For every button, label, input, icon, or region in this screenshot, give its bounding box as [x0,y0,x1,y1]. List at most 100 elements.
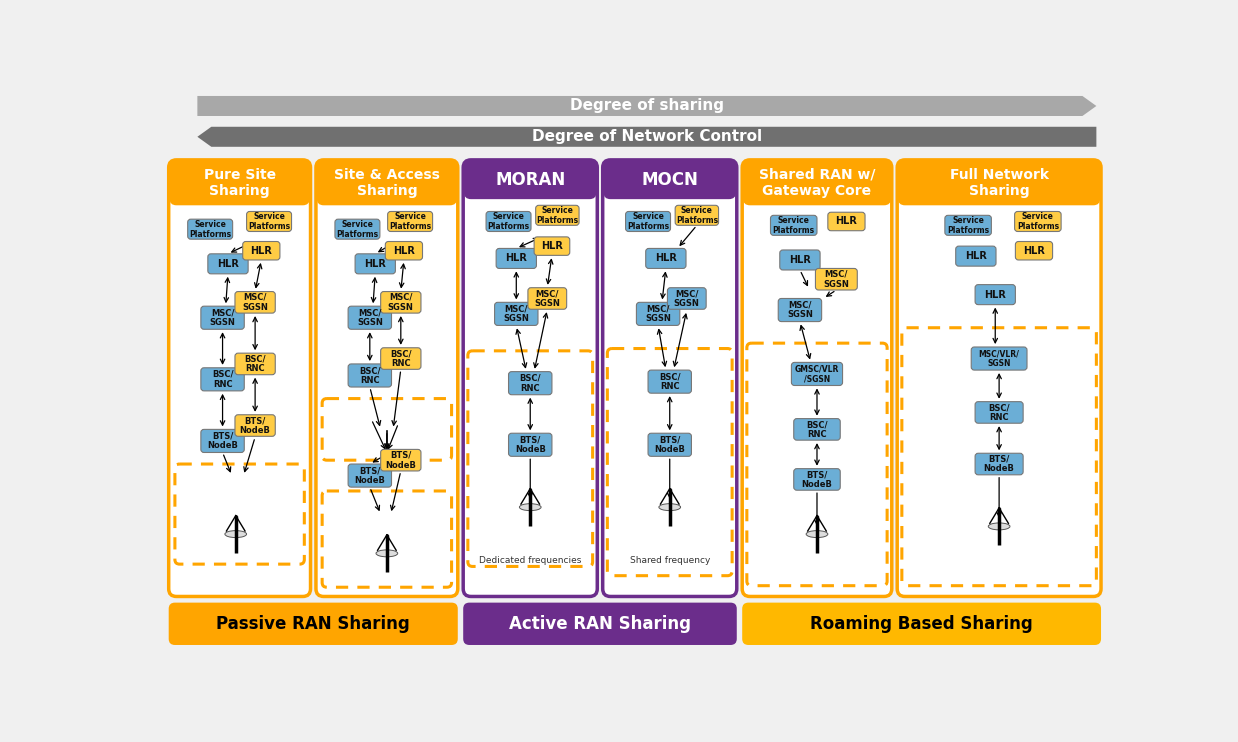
Text: Service
Platforms: Service Platforms [626,212,669,231]
Text: Service
Platforms: Service Platforms [773,216,815,234]
Text: BSC/
RNC: BSC/ RNC [359,366,380,385]
Text: BSC/
RNC: BSC/ RNC [244,355,266,373]
FancyBboxPatch shape [976,401,1023,423]
Text: Shared RAN w/
Gateway Core: Shared RAN w/ Gateway Core [759,168,875,198]
FancyBboxPatch shape [235,292,275,313]
Ellipse shape [376,550,397,556]
FancyBboxPatch shape [243,241,280,260]
Text: HLR: HLR [836,217,858,226]
FancyBboxPatch shape [945,215,992,235]
FancyBboxPatch shape [463,160,597,597]
Text: BSC/
RNC: BSC/ RNC [806,420,828,439]
FancyBboxPatch shape [647,433,692,456]
FancyBboxPatch shape [527,288,567,309]
Text: BSC/
RNC: BSC/ RNC [520,374,541,393]
FancyBboxPatch shape [976,285,1015,305]
Text: BTS/
NodeB: BTS/ NodeB [354,466,385,485]
FancyBboxPatch shape [816,269,857,290]
FancyBboxPatch shape [208,254,248,274]
FancyBboxPatch shape [201,368,244,391]
Text: MSC/
SGSN: MSC/ SGSN [673,289,699,308]
FancyBboxPatch shape [647,370,692,393]
FancyBboxPatch shape [603,161,737,199]
Text: Active RAN Sharing: Active RAN Sharing [509,615,691,633]
FancyBboxPatch shape [201,306,244,329]
FancyBboxPatch shape [188,219,233,239]
Text: HLR: HLR [1023,246,1045,256]
Text: Passive RAN Sharing: Passive RAN Sharing [217,615,410,633]
FancyBboxPatch shape [168,160,311,597]
FancyBboxPatch shape [246,211,291,232]
FancyBboxPatch shape [898,160,1101,597]
Text: HLR: HLR [392,246,415,256]
Text: MORAN: MORAN [495,171,566,189]
FancyBboxPatch shape [625,211,671,232]
Text: BTS/
NodeB: BTS/ NodeB [515,436,546,454]
Text: HLR: HLR [541,241,563,251]
FancyBboxPatch shape [1015,211,1061,232]
Text: Service
Platforms: Service Platforms [488,212,530,231]
Text: Service
Platforms: Service Platforms [389,212,431,231]
FancyBboxPatch shape [794,418,841,440]
Text: MSC/
SGSN: MSC/ SGSN [243,293,269,312]
Text: MOCN: MOCN [641,171,698,189]
Ellipse shape [520,504,541,510]
Ellipse shape [225,531,246,537]
FancyBboxPatch shape [828,212,865,231]
FancyBboxPatch shape [1015,241,1052,260]
FancyBboxPatch shape [636,302,680,326]
FancyBboxPatch shape [794,469,841,490]
FancyBboxPatch shape [898,161,1101,206]
Text: Shared frequency: Shared frequency [630,556,709,565]
Text: Service
Platforms: Service Platforms [189,220,232,238]
Text: BSC/
RNC: BSC/ RNC [390,349,411,368]
FancyBboxPatch shape [168,603,458,645]
Text: MSC/
SGSN: MSC/ SGSN [357,309,383,327]
FancyBboxPatch shape [791,362,843,386]
Text: BTS/
NodeB: BTS/ NodeB [984,455,1015,473]
FancyBboxPatch shape [355,254,395,274]
Text: BTS/
NodeB: BTS/ NodeB [655,436,685,454]
FancyBboxPatch shape [235,353,275,375]
Text: MSC/
SGSN: MSC/ SGSN [645,304,671,324]
Text: HLR: HLR [789,255,811,265]
Text: BSC/
RNC: BSC/ RNC [212,370,233,389]
FancyBboxPatch shape [976,453,1023,475]
Text: BSC/
RNC: BSC/ RNC [988,403,1010,421]
Text: BTS/
NodeB: BTS/ NodeB [801,470,832,489]
Text: MSC/
SGSN: MSC/ SGSN [387,293,413,312]
FancyBboxPatch shape [495,302,539,326]
Ellipse shape [659,504,681,510]
FancyBboxPatch shape [348,364,391,387]
Ellipse shape [988,523,1010,530]
FancyBboxPatch shape [780,250,820,270]
FancyBboxPatch shape [316,160,458,597]
Text: Full Network
Sharing: Full Network Sharing [950,168,1049,198]
Text: HLR: HLR [655,254,677,263]
FancyBboxPatch shape [743,161,891,206]
Text: HLR: HLR [964,251,987,261]
Polygon shape [197,96,1097,116]
Text: Site & Access
Sharing: Site & Access Sharing [334,168,439,198]
FancyBboxPatch shape [317,161,457,206]
FancyBboxPatch shape [235,415,275,436]
FancyBboxPatch shape [348,306,391,329]
Text: Service
Platforms: Service Platforms [337,220,379,238]
FancyBboxPatch shape [335,219,380,239]
FancyBboxPatch shape [956,246,997,266]
Text: Service
Platforms: Service Platforms [248,212,290,231]
FancyBboxPatch shape [536,206,579,226]
FancyBboxPatch shape [779,298,822,321]
Text: BSC/
RNC: BSC/ RNC [659,372,681,391]
FancyBboxPatch shape [770,215,817,235]
Text: HLR: HLR [505,254,527,263]
Ellipse shape [806,531,828,537]
FancyBboxPatch shape [534,237,569,255]
FancyBboxPatch shape [463,603,737,645]
Text: MSC/VLR/
SGSN: MSC/VLR/ SGSN [979,349,1020,368]
Text: BTS/
NodeB: BTS/ NodeB [240,416,271,435]
FancyBboxPatch shape [380,348,421,370]
Text: Service
Platforms: Service Platforms [947,216,989,234]
Text: Roaming Based Sharing: Roaming Based Sharing [810,615,1032,633]
Text: Pure Site
Sharing: Pure Site Sharing [203,168,276,198]
